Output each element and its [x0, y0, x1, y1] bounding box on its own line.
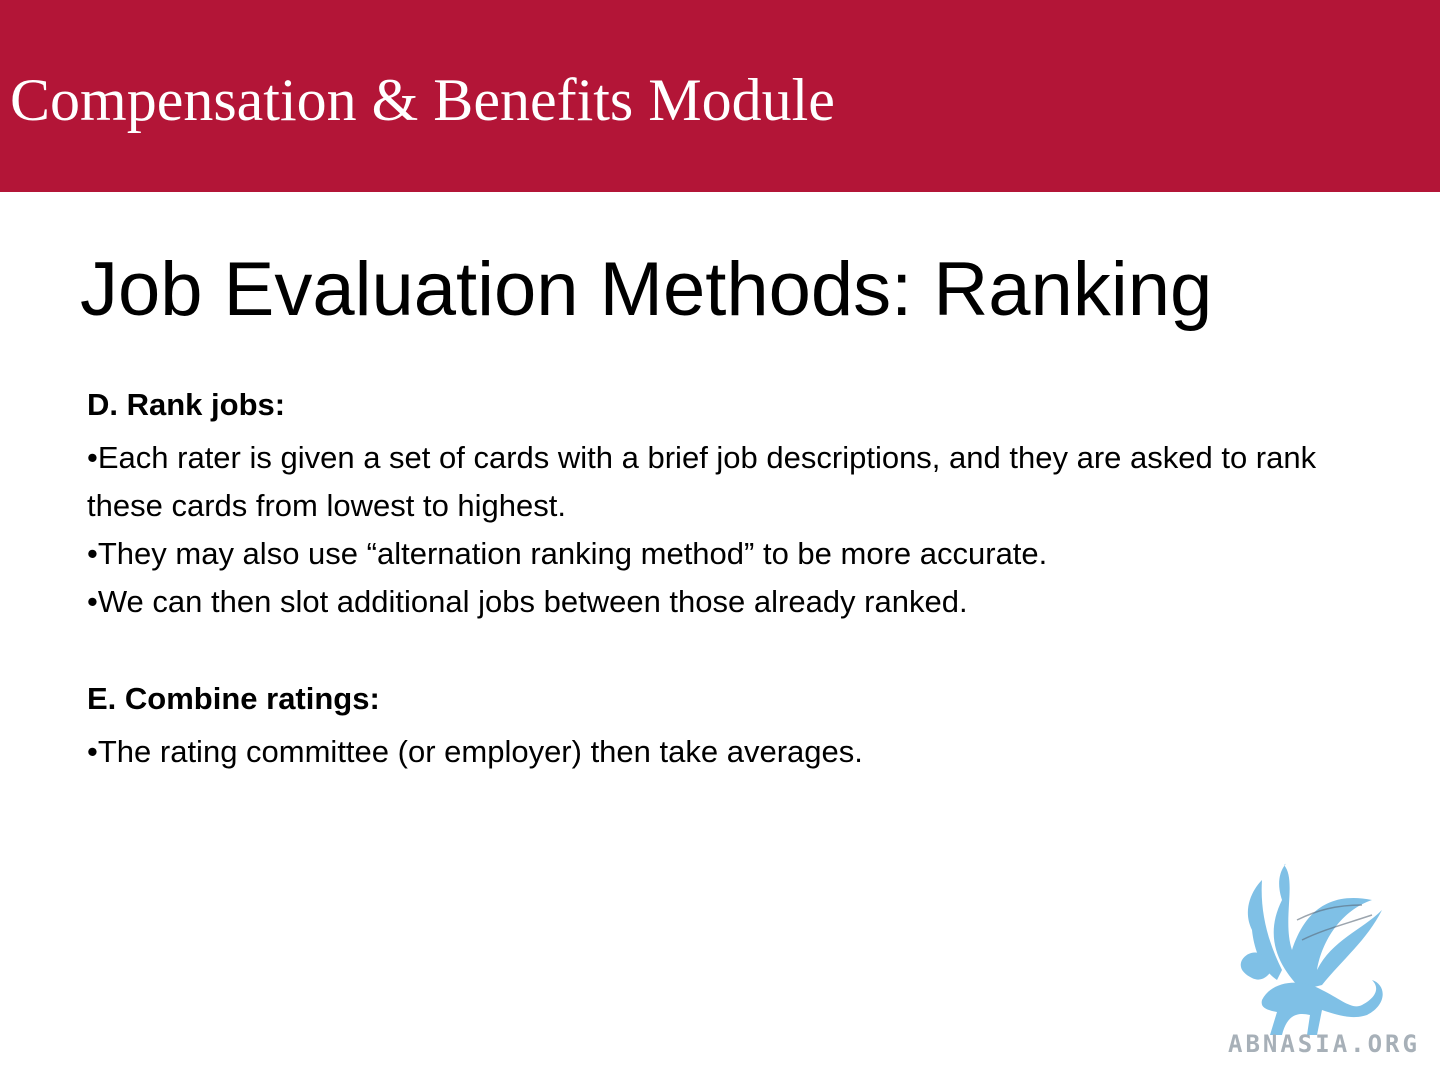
bullet-item: •They may also use “alternation ranking … [87, 536, 1048, 571]
slide-title: Job Evaluation Methods: Ranking [80, 247, 1213, 332]
bullet-item: •Each rater is given a set of cards with… [87, 440, 1317, 523]
section-heading-rank-jobs: D. Rank jobs: [87, 387, 286, 422]
module-title: Compensation & Benefits Module [10, 67, 835, 133]
section-spacer [87, 626, 1347, 674]
slide-content: D. Rank jobs: •Each rater is given a set… [87, 380, 1347, 776]
bullet-item: •The rating committee (or employer) then… [87, 734, 863, 769]
griffin-logo-icon [1240, 863, 1383, 1035]
section-heading-combine-ratings: E. Combine ratings: [87, 681, 380, 716]
bullet-item: •We can then slot additional jobs betwee… [87, 584, 968, 619]
logo-text: ABNASIA.ORG [1228, 1030, 1420, 1058]
header-band: Compensation & Benefits Module [0, 0, 1440, 192]
